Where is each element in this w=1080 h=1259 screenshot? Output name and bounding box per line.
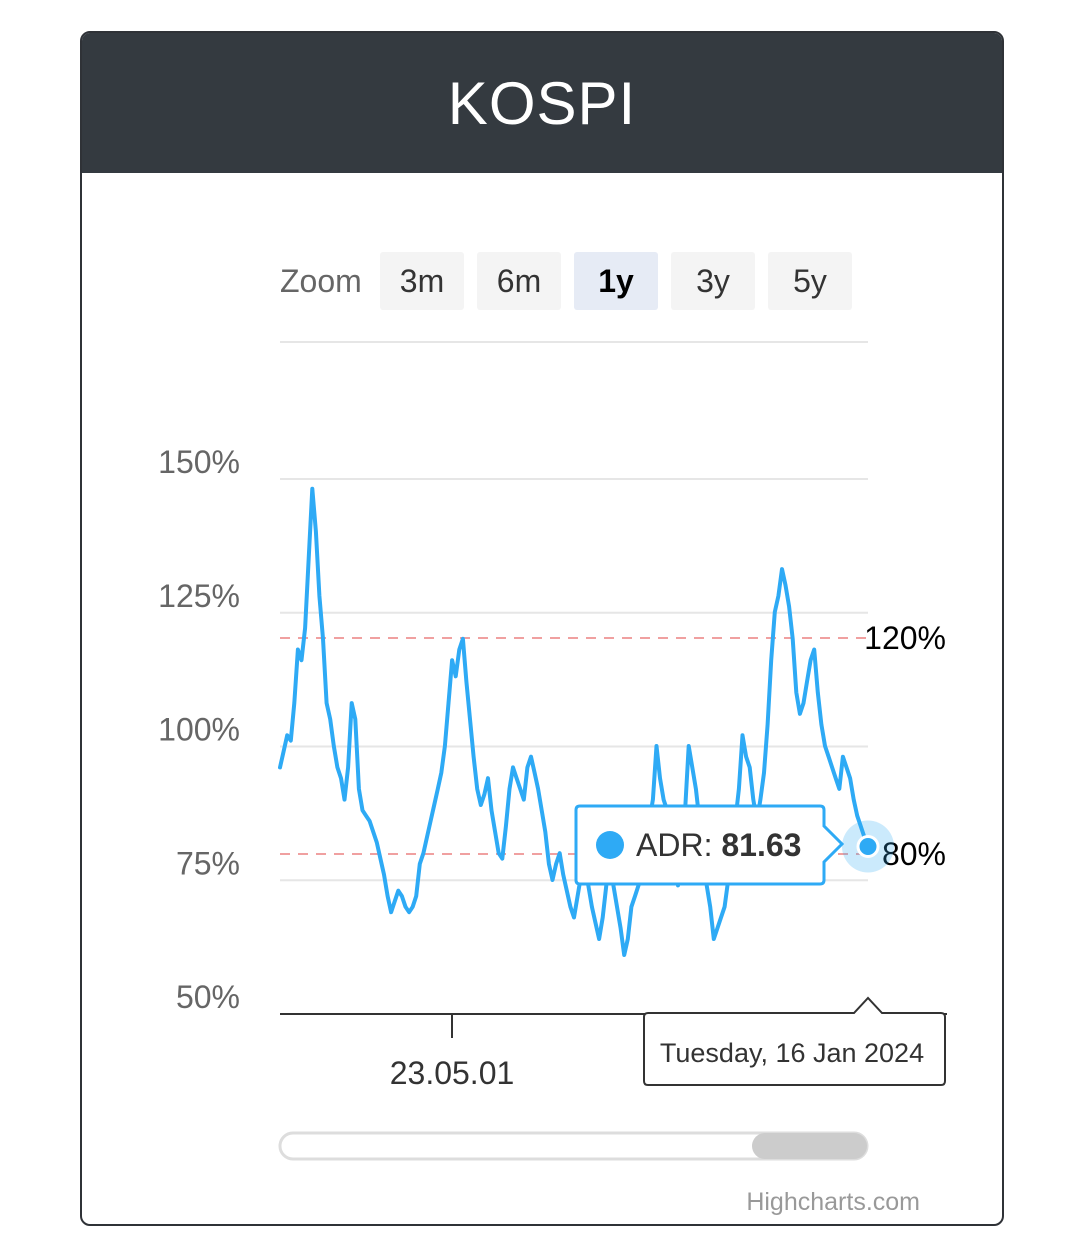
zoom-button-1y[interactable]: 1y: [574, 252, 658, 310]
tooltip-colon: :: [704, 827, 722, 863]
y-tick-label: 50%: [176, 979, 240, 1015]
y-tick-label: 150%: [158, 444, 240, 480]
zoom-button-label: 3m: [400, 263, 444, 299]
x-tick-label: 23.05.01: [390, 1055, 515, 1091]
credits-link[interactable]: Highcharts.com: [746, 1188, 920, 1216]
scrollbar[interactable]: [278, 1131, 869, 1161]
y-axis-labels: 150% 125% 100% 75% 50%: [158, 444, 240, 1015]
y-tick-label: 125%: [158, 578, 240, 614]
zoom-button-5y[interactable]: 5y: [768, 252, 852, 310]
range-selector: Zoom 3m 6m 1y 3y 5y: [280, 252, 852, 310]
zoom-button-bg: [768, 252, 852, 310]
chart-card: KOSPI: [80, 31, 1004, 1226]
card-header: KOSPI: [82, 33, 1002, 173]
y-tick-label: 100%: [158, 712, 240, 748]
y-tick-label: 75%: [176, 845, 240, 881]
date-label-text: Tuesday, 16 Jan 2024: [660, 1038, 924, 1068]
card-title: KOSPI: [447, 69, 637, 137]
tooltip-value: 81.63: [721, 827, 801, 863]
series-adr: [278, 486, 870, 957]
zoom-button-label: 6m: [497, 263, 541, 299]
zoom-button-bg: [477, 252, 561, 310]
scrollbar-thumb[interactable]: [752, 1133, 867, 1159]
zoom-button-3y[interactable]: 3y: [671, 252, 755, 310]
tooltip-series-name: ADR: [636, 827, 704, 863]
zoom-button-label: 5y: [793, 263, 827, 299]
tooltip-box: [574, 804, 845, 886]
zoom-button-6m[interactable]: 6m: [477, 252, 561, 310]
date-label-box: [643, 996, 946, 1086]
plot-lines: 120% 80%: [280, 620, 946, 872]
tooltip-series-dot: [596, 831, 624, 859]
plot-line-label: 80%: [882, 836, 946, 872]
hover-marker: [842, 820, 894, 873]
zoom-button-bg: [671, 252, 755, 310]
tooltip-text: ADR: 81.63: [636, 827, 801, 863]
plot-line-label: 120%: [864, 620, 946, 656]
date-label: Tuesday, 16 Jan 2024: [643, 996, 946, 1086]
zoom-button-3m[interactable]: 3m: [380, 252, 464, 310]
zoom-button-bg: [574, 252, 658, 310]
zoom-button-label: 1y: [598, 263, 634, 299]
series-line: [278, 486, 870, 957]
hover-point: [856, 834, 880, 858]
tooltip: ADR: 81.63: [574, 804, 845, 886]
zoom-button-label: 3y: [696, 263, 730, 299]
zoom-label: Zoom: [280, 263, 362, 299]
zoom-button-bg: [380, 252, 464, 310]
